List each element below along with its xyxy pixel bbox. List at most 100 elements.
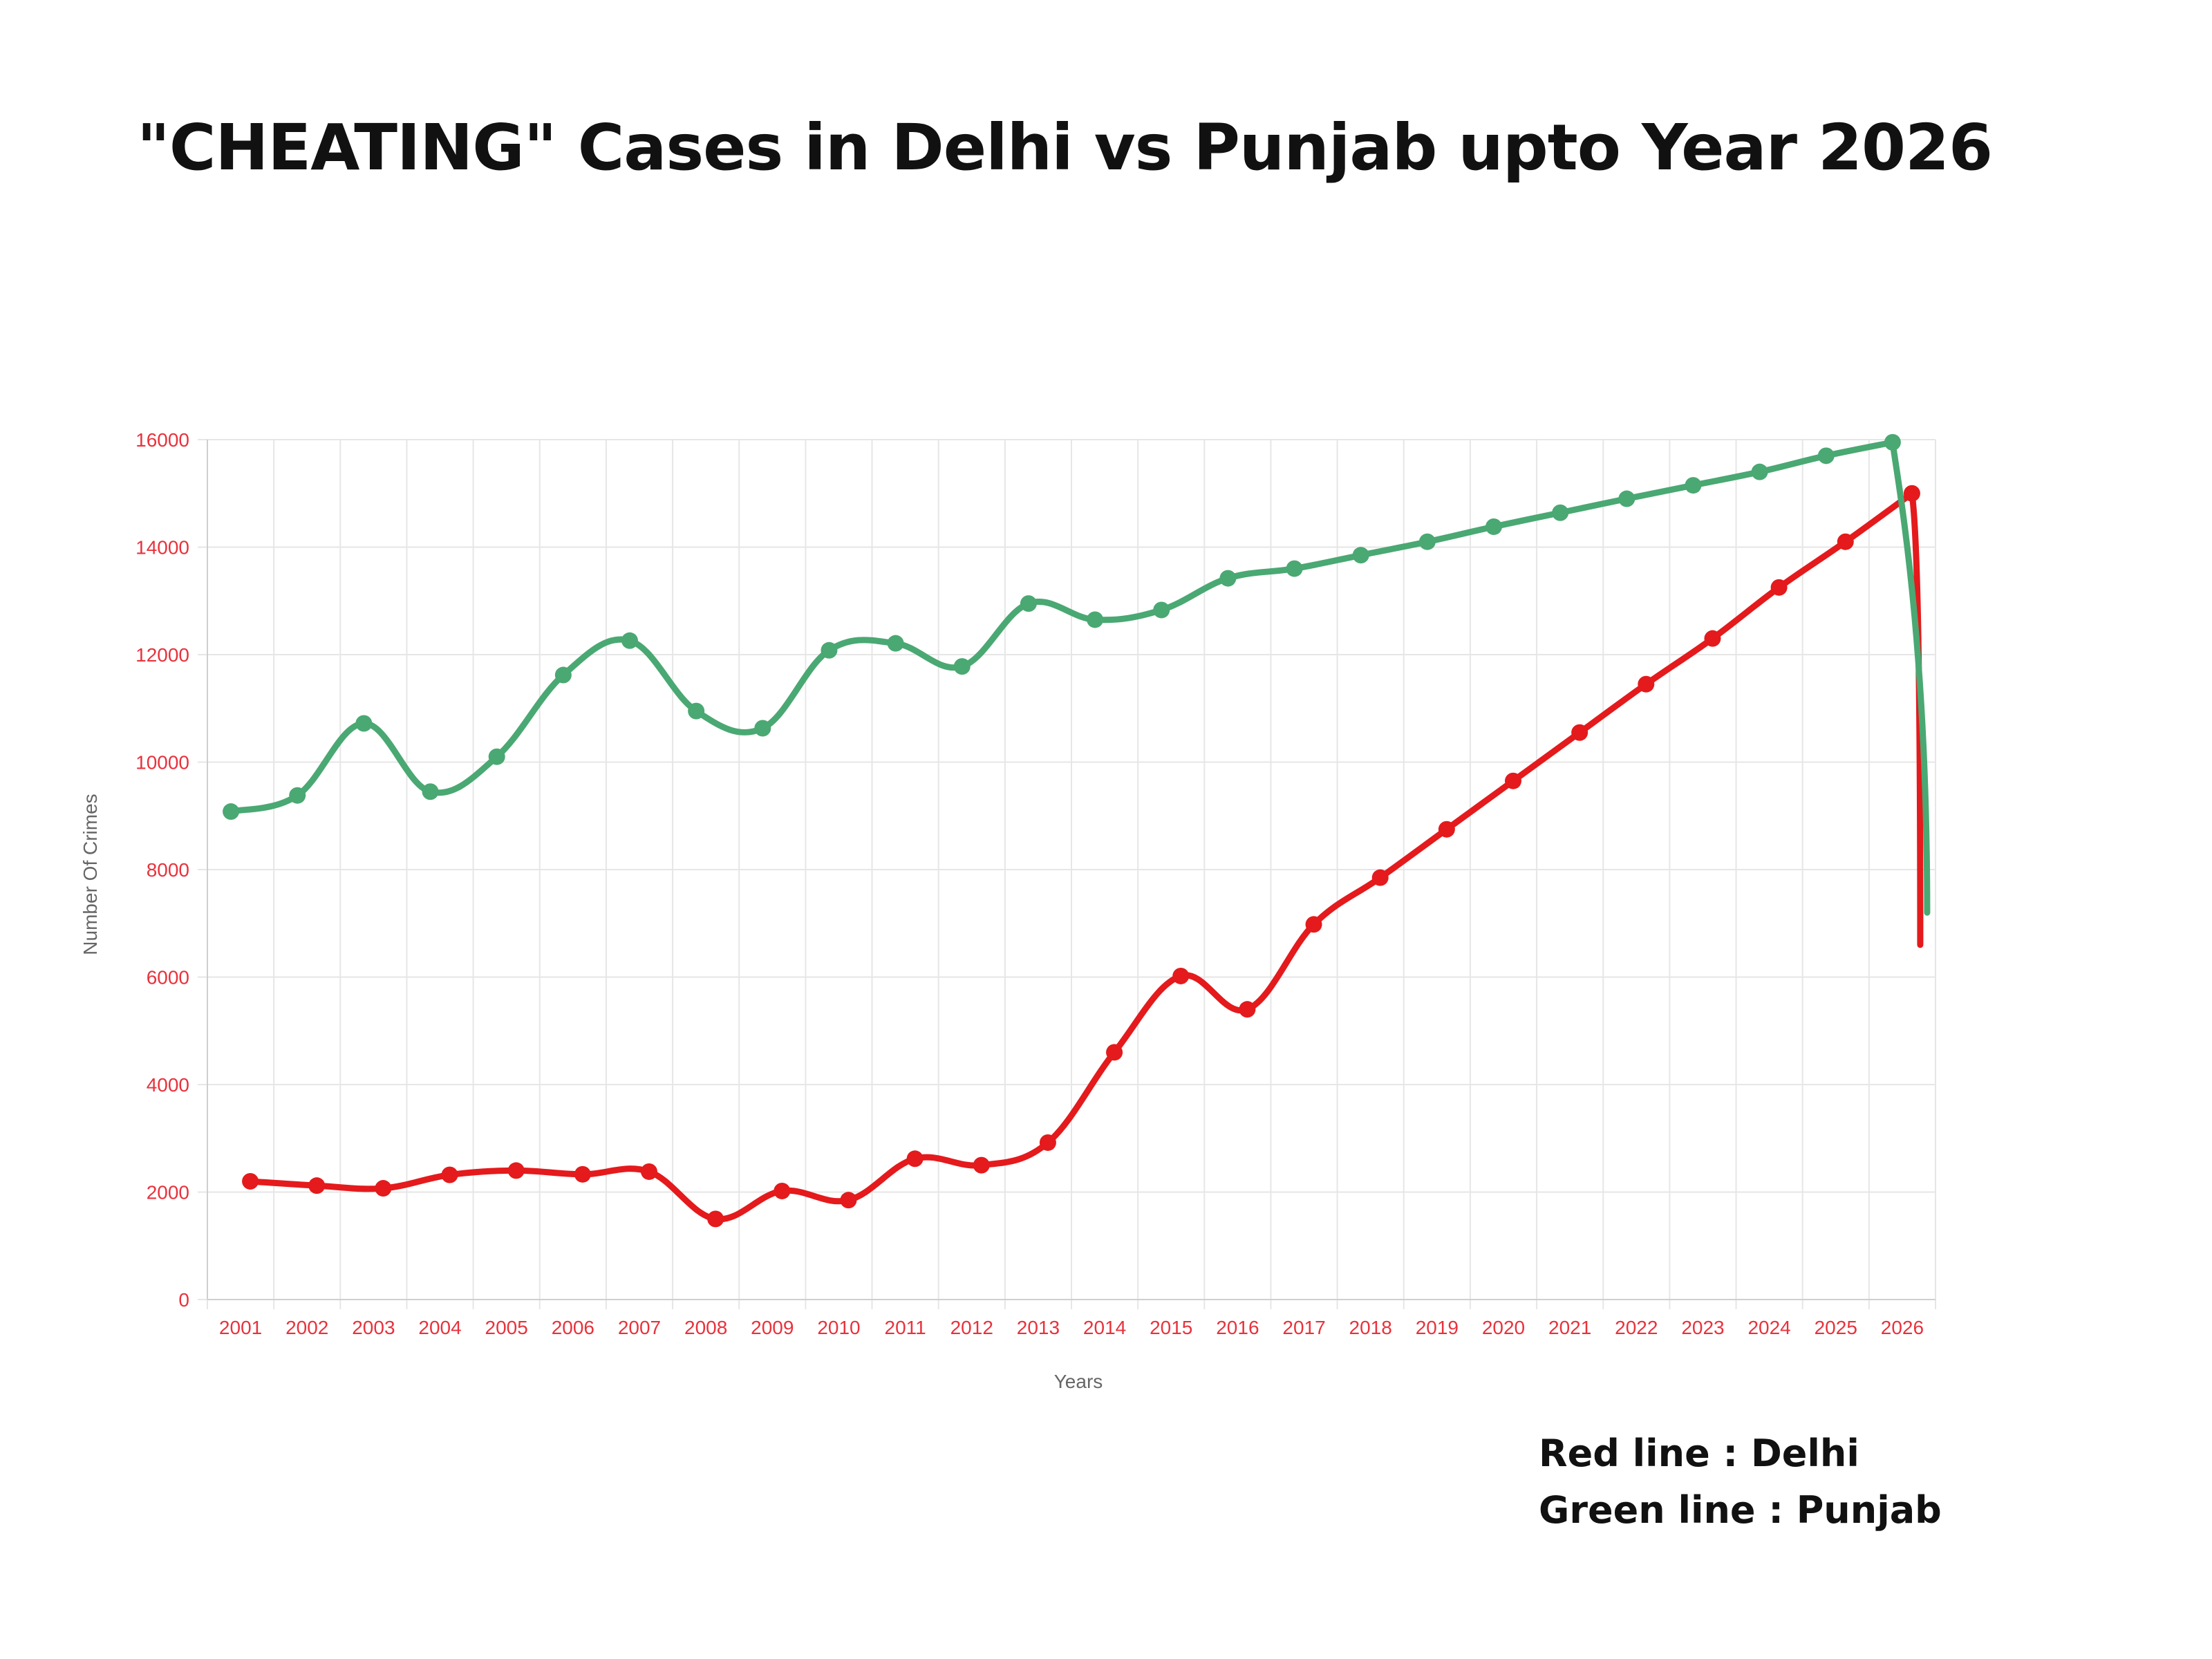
x-tick-label: 2023 [1681, 1317, 1724, 1338]
data-point-delhi [840, 1192, 857, 1209]
x-tick-label: 2009 [751, 1317, 794, 1338]
data-point-punjab [1418, 533, 1436, 550]
x-tick-label: 2006 [552, 1317, 594, 1338]
x-tick-label: 2008 [684, 1317, 727, 1338]
legend-note-delhi: Red line : Delhi [1539, 1432, 1859, 1475]
data-point-punjab [1286, 560, 1303, 577]
x-tick-labels: 2001 2002 2003 2004 2005 2006 2007 2008 2009 2010… [219, 1317, 1924, 1338]
data-point-delhi [707, 1210, 724, 1228]
x-tick-label: 2002 [285, 1317, 328, 1338]
data-point-punjab [1751, 463, 1768, 480]
data-point-punjab [1020, 595, 1037, 612]
y-tick-label: 8000 [147, 859, 189, 881]
data-point-punjab [821, 641, 838, 659]
y-tick-label: 0 [178, 1289, 189, 1311]
data-point-punjab [688, 702, 705, 720]
x-tick-label: 2022 [1615, 1317, 1658, 1338]
data-point-punjab [1884, 433, 1901, 451]
data-point-delhi [1903, 485, 1920, 502]
x-tick-label: 2021 [1548, 1317, 1591, 1338]
chart-title: "CHEATING" Cases in Delhi vs Punjab upto… [136, 111, 1993, 185]
data-point-delhi [1770, 579, 1788, 596]
x-tick-label: 2011 [885, 1317, 926, 1338]
data-point-punjab [1153, 601, 1170, 619]
data-point-punjab [488, 748, 505, 765]
x-tick-label: 2015 [1150, 1317, 1192, 1338]
x-tick-label: 2024 [1747, 1317, 1790, 1338]
data-point-delhi [242, 1172, 259, 1190]
data-point-delhi [441, 1166, 458, 1183]
data-point-punjab [1087, 611, 1104, 628]
x-tick-label: 2018 [1349, 1317, 1392, 1338]
axes [207, 440, 1936, 1300]
x-axis-title: Years [1054, 1371, 1103, 1392]
legend-note-punjab: Green line : Punjab [1539, 1488, 1942, 1532]
data-point-punjab [289, 787, 306, 804]
series-line-punjab [227, 439, 1931, 916]
data-point-delhi [574, 1165, 591, 1183]
x-tick-label: 2026 [1881, 1317, 1924, 1338]
x-tick-label: 2013 [1017, 1317, 1060, 1338]
data-point-delhi [1106, 1044, 1123, 1061]
y-tick-label: 4000 [147, 1074, 189, 1096]
y-tick-label: 10000 [135, 752, 189, 774]
x-tick-label: 2019 [1416, 1317, 1459, 1338]
x-tick-label: 2017 [1282, 1317, 1325, 1338]
data-point-delhi [1505, 772, 1521, 789]
x-tick-label: 2016 [1216, 1317, 1259, 1338]
data-point-punjab [554, 666, 572, 684]
y-axis-title: Number Of Crimes [79, 794, 101, 955]
data-point-punjab [1485, 518, 1502, 535]
data-point-delhi [1371, 869, 1389, 886]
data-point-punjab [1219, 570, 1237, 587]
data-point-delhi [1837, 533, 1854, 550]
data-point-delhi [906, 1150, 924, 1168]
data-point-delhi [1638, 675, 1655, 693]
data-point-delhi [1039, 1134, 1056, 1151]
data-point-punjab [1352, 547, 1369, 564]
data-point-punjab [621, 632, 638, 649]
y-tick-label: 12000 [135, 644, 189, 666]
data-point-delhi [375, 1180, 392, 1197]
x-tick-label: 2014 [1083, 1317, 1126, 1338]
x-tick-label: 2005 [485, 1317, 528, 1338]
x-tick-label: 2025 [1815, 1317, 1857, 1338]
x-tick-label: 2004 [418, 1317, 461, 1338]
y-tick-label: 6000 [147, 967, 189, 988]
y-tick-label: 2000 [147, 1182, 189, 1203]
x-tick-label: 2001 [219, 1317, 262, 1338]
x-tick-label: 2010 [817, 1317, 860, 1338]
data-point-delhi [507, 1162, 525, 1179]
series-lines [227, 439, 1931, 1223]
data-point-delhi [641, 1163, 657, 1180]
x-tick-label: 2012 [950, 1317, 993, 1338]
x-tick-label: 2007 [618, 1317, 661, 1338]
data-point-punjab [953, 658, 971, 675]
data-point-punjab [422, 783, 439, 800]
data-point-punjab [1817, 447, 1835, 465]
series-points [223, 433, 1920, 1228]
data-point-punjab [223, 803, 240, 821]
data-point-punjab [887, 635, 904, 652]
data-point-punjab [1552, 504, 1569, 521]
x-tick-label: 2003 [352, 1317, 395, 1338]
data-point-delhi [308, 1177, 326, 1194]
data-point-delhi [1571, 724, 1588, 741]
data-point-delhi [1438, 821, 1455, 838]
y-tick-labels: 0 2000 4000 6000 8000 10000 12000 14000 16000 [135, 429, 189, 1311]
y-tick-label: 14000 [135, 537, 189, 559]
data-point-delhi [973, 1156, 990, 1174]
grid [198, 439, 1936, 1309]
data-point-delhi [1172, 967, 1190, 984]
data-point-delhi [1239, 1001, 1256, 1018]
data-point-delhi [774, 1182, 791, 1199]
data-point-punjab [754, 720, 771, 737]
data-point-punjab [1618, 490, 1635, 507]
data-point-delhi [1704, 630, 1721, 647]
y-tick-label: 16000 [135, 429, 189, 451]
legend-notes: Red line : Delhi Green line : Punjab [1539, 1425, 1942, 1539]
data-point-punjab [1685, 477, 1702, 494]
data-point-punjab [355, 715, 373, 732]
data-point-delhi [1305, 916, 1322, 933]
